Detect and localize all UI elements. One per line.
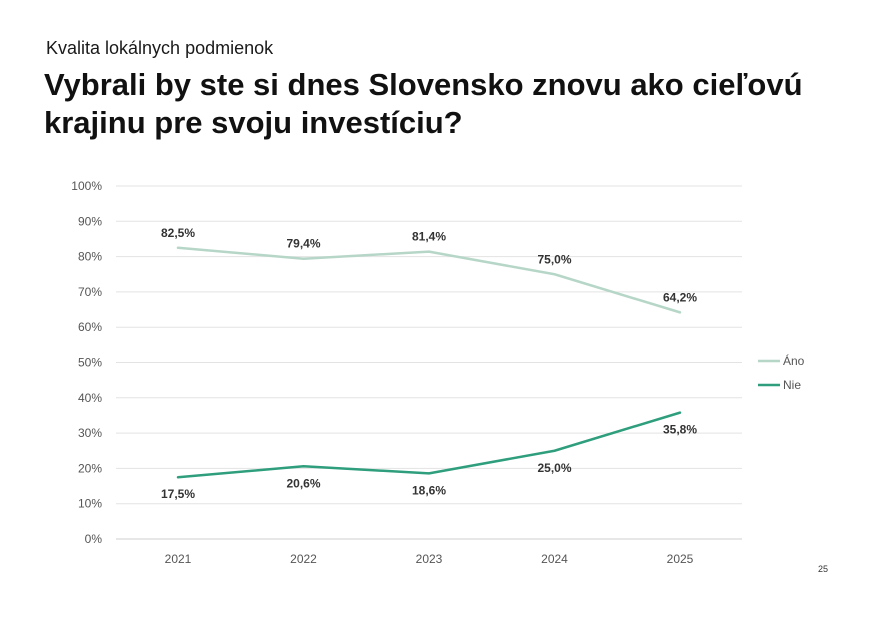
- series-lines: [176, 246, 682, 479]
- x-tick-label: 2021: [165, 552, 192, 566]
- data-label: 82,5%: [161, 226, 195, 240]
- x-axis-ticks: 2021 2022 2023 2024 2025: [165, 552, 694, 566]
- legend-label: Nie: [783, 378, 801, 392]
- data-label: 25,0%: [537, 461, 571, 475]
- data-label: 75,0%: [537, 252, 571, 266]
- y-tick-label: 40%: [78, 391, 102, 405]
- data-label: 17,5%: [161, 487, 195, 501]
- x-tick-label: 2025: [667, 552, 694, 566]
- y-tick-label: 20%: [78, 461, 102, 475]
- x-tick-label: 2023: [416, 552, 443, 566]
- data-label: 18,6%: [412, 483, 446, 497]
- y-axis-ticks: 0% 10% 20% 30% 40% 50% 60% 70% 80% 90% 100%: [71, 179, 102, 546]
- section-kicker: Kvalita lokálnych podmienok: [46, 38, 274, 58]
- page-number: 25: [818, 564, 829, 574]
- title-line-2: krajinu pre svoju investíciu?: [44, 105, 463, 140]
- series-line-áno: [176, 246, 682, 314]
- y-tick-label: 30%: [78, 426, 102, 440]
- data-label: 79,4%: [286, 237, 320, 251]
- series-line-nie: [176, 411, 682, 479]
- y-tick-label: 0%: [85, 532, 103, 546]
- page-title: Vybrali by ste si dnes Slovensko znovu a…: [44, 66, 844, 142]
- legend: Áno Nie: [758, 353, 805, 392]
- y-tick-label: 70%: [78, 285, 102, 299]
- data-label: 81,4%: [412, 230, 446, 244]
- data-label: 64,2%: [663, 290, 697, 304]
- y-tick-label: 60%: [78, 320, 102, 334]
- y-tick-label: 50%: [78, 356, 102, 370]
- y-tick-label: 10%: [78, 497, 102, 511]
- gridlines: [116, 185, 742, 540]
- data-label: 20,6%: [286, 476, 320, 490]
- y-tick-label: 100%: [71, 179, 102, 193]
- x-tick-label: 2024: [541, 552, 568, 566]
- y-tick-label: 90%: [78, 214, 102, 228]
- title-line-1: Vybrali by ste si dnes Slovensko znovu a…: [44, 67, 803, 102]
- legend-label: Áno: [783, 353, 805, 368]
- x-tick-label: 2022: [290, 552, 317, 566]
- data-label: 35,8%: [663, 423, 697, 437]
- y-tick-label: 80%: [78, 250, 102, 264]
- data-labels: 82,5% 79,4% 81,4% 75,0% 64,2% 17,5% 20,6% 18,6%…: [161, 226, 697, 501]
